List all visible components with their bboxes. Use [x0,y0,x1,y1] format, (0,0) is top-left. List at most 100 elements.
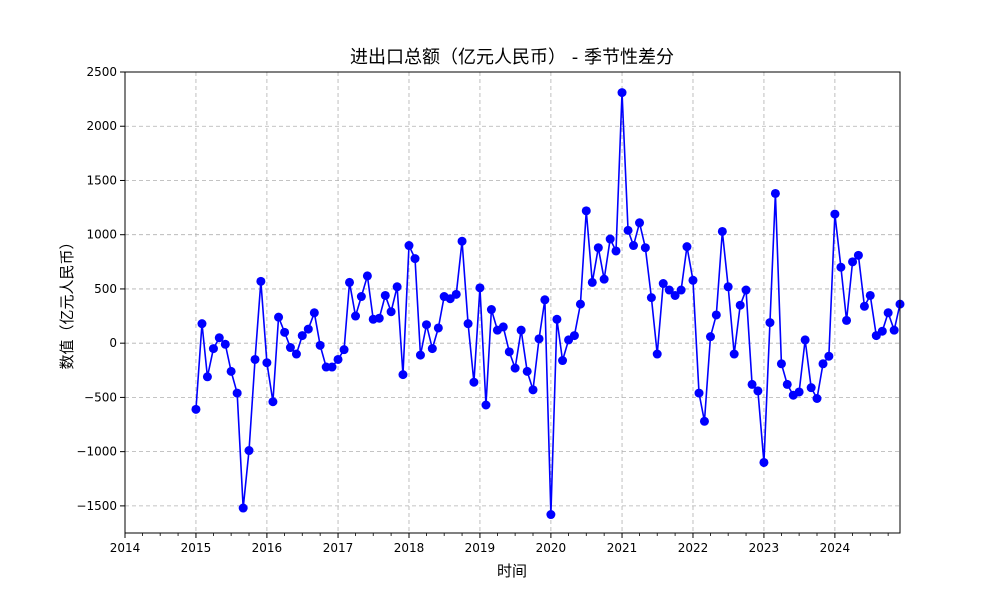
series-layer [191,88,905,520]
x-tick-label: 2014 [110,541,141,555]
data-point [297,331,307,341]
data-point [611,246,621,256]
data-point [776,359,786,369]
chart-title: 进出口总额（亿元人民币） - 季节性差分 [350,47,674,68]
data-point [202,372,212,382]
data-point [806,383,816,393]
data-point [812,394,822,403]
x-tick-label: 2020 [536,541,567,555]
data-point [510,363,520,373]
data-point [635,218,645,228]
data-point [469,377,479,387]
data-point [782,379,792,389]
data-point [676,285,686,295]
data-point [315,340,325,350]
y-tick-label: 1000 [86,228,117,242]
data-point [262,358,272,368]
data-point [404,241,414,251]
data-point [741,285,751,295]
data-point [889,325,899,335]
data-point [848,257,858,267]
data-point [410,254,420,264]
y-tick-label: −1000 [76,445,117,459]
data-point [498,322,508,332]
data-point [605,234,615,244]
data-point [244,446,254,456]
data-point [581,206,591,216]
data-point [652,349,662,359]
data-point [356,292,366,302]
x-tick-label: 2019 [465,541,496,555]
data-point [729,349,739,359]
data-point [327,362,337,372]
data-point [415,350,425,360]
y-tick-label: 500 [94,282,117,296]
data-point [516,325,526,335]
data-point [540,295,550,305]
data-point [670,290,680,300]
data-point [208,344,218,354]
data-point [250,354,260,364]
data-point [291,349,301,359]
data-point [770,188,780,198]
data-point [877,326,887,336]
data-point [546,510,556,520]
data-point [800,335,810,345]
data-point [309,308,319,318]
data-point [427,344,437,354]
data-point [842,315,852,325]
data-point [481,400,491,410]
data-point [534,334,544,344]
data-point [705,332,715,342]
data-point [836,262,846,272]
data-point [274,312,284,322]
data-point [552,314,562,324]
y-tick-label: −1500 [76,499,117,513]
data-point [421,320,431,330]
data-point [486,305,496,315]
data-point [362,271,372,281]
x-tick-label: 2015 [181,541,212,555]
data-point [699,416,709,426]
data-point [191,404,201,414]
data-point [575,299,585,309]
x-tick-label: 2022 [678,541,709,555]
data-point [569,331,579,341]
data-point [528,385,538,395]
data-point [504,347,514,357]
data-point [865,290,875,300]
x-tick-label: 2016 [252,541,283,555]
data-point [280,327,290,337]
data-point [386,307,396,317]
data-point [587,277,597,287]
data-point [345,277,355,287]
data-point [765,318,775,328]
data-point [398,370,408,380]
x-tick-label: 2021 [607,541,638,555]
data-point [303,324,313,334]
data-point [747,379,757,389]
data-point [694,388,704,398]
data-point [339,345,349,355]
data-point [256,276,266,286]
plot-frame [124,71,901,534]
data-point [463,319,473,329]
data-point [640,243,650,253]
grid [125,72,900,533]
data-point [664,285,674,295]
data-point [646,293,656,303]
data-point [392,282,402,292]
y-tick-label: 2000 [86,119,117,133]
data-point [859,301,869,311]
data-point [623,225,633,235]
data-point [682,242,692,252]
data-point [457,236,467,246]
data-point [220,339,230,349]
data-point [522,366,532,376]
data-point [617,88,627,98]
data-point [711,310,721,320]
data-point [599,274,609,284]
data-point [285,343,295,353]
